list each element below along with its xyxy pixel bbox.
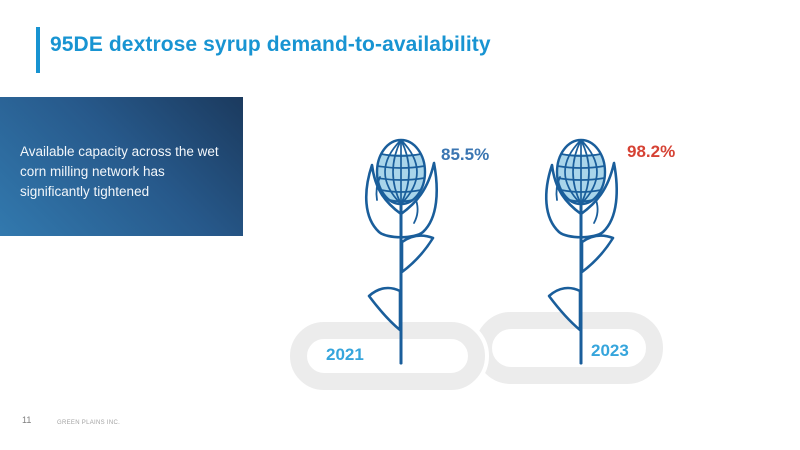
company-name: GREEN PLAINS INC. — [57, 420, 121, 426]
year-label: 2023 — [591, 341, 629, 360]
callout-text: Available capacity across the wet corn m… — [20, 144, 219, 199]
value-label: 85.5% — [441, 145, 490, 164]
year-label: 2021 — [326, 345, 364, 364]
page-number: 11 — [22, 415, 32, 425]
corn-stalk-icon — [544, 138, 619, 365]
callout-card: Available capacity across the wet corn m… — [0, 97, 243, 236]
value-label: 98.2% — [627, 142, 676, 161]
title-accent-bar — [36, 27, 40, 73]
corn-stalk-icon — [364, 138, 439, 365]
page-title: 95DE dextrose syrup demand-to-availabili… — [50, 33, 491, 56]
